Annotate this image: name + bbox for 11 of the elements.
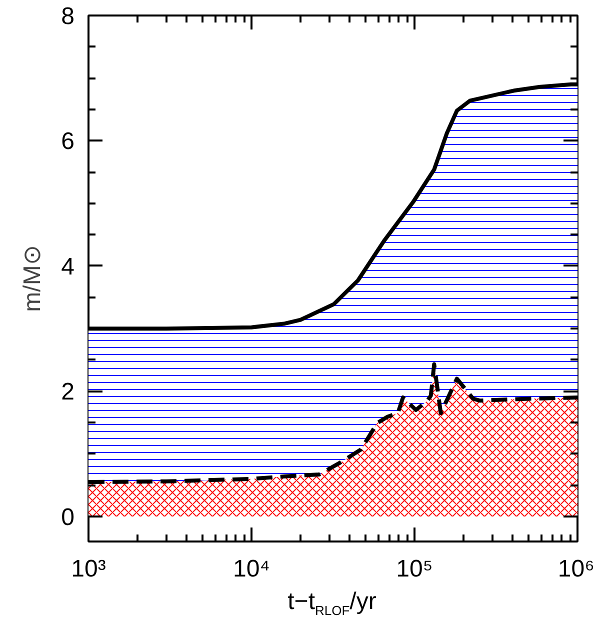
x-tick-label: 10⁵ <box>396 556 433 582</box>
y-tick-label: 6 <box>61 128 75 156</box>
y-tick-label: 0 <box>61 504 75 531</box>
x-tick-label: 10⁶ <box>558 556 594 582</box>
y-tick-label: 2 <box>61 378 75 406</box>
x-axis-title: t−t$_{RLOF}$/yr <box>288 587 376 620</box>
y-tick-label: 8 <box>61 3 75 30</box>
x-tick-label: 10³ <box>71 556 106 582</box>
y-axis-title: m/M⊙ <box>19 245 46 312</box>
x-tick-label: 10⁴ <box>232 556 270 582</box>
y-tick-label: 4 <box>61 253 75 280</box>
